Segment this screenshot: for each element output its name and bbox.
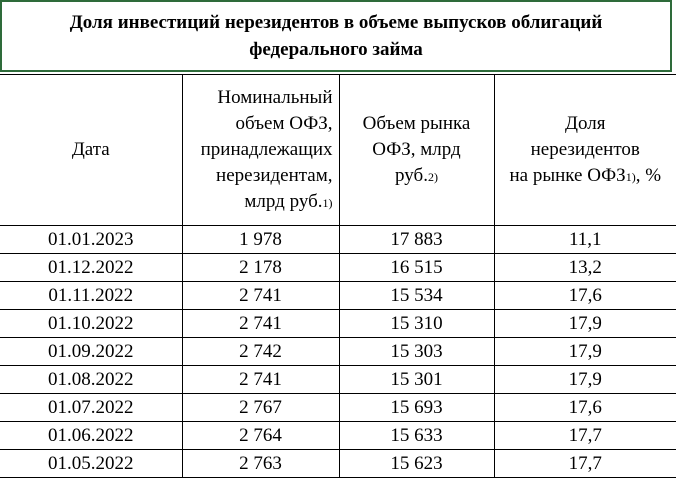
cell-share: 17,7 [493,421,676,450]
cell-market: 15 623 [338,449,495,478]
cell-share: 17,9 [493,365,676,394]
footnote-marker: 1) [625,169,636,184]
cell-date: 01.11.2022 [0,281,183,310]
cell-market: 15 534 [338,281,495,310]
header-date: Дата [0,74,183,226]
table-row: 01.01.2023 1 978 17 883 11,1 [0,225,676,254]
cell-date: 01.07.2022 [0,393,183,422]
footnote-marker: 1) [322,195,333,210]
cell-market: 17 883 [338,225,495,254]
cell-nominal: 1 978 [181,225,340,254]
cell-date: 01.10.2022 [0,309,183,338]
table-row: 01.09.2022 2 742 15 303 17,9 [0,337,676,366]
table-title-box: Доля инвестиций нерезидентов в объеме вы… [0,0,672,72]
cell-market: 15 693 [338,393,495,422]
cell-market: 15 303 [338,337,495,366]
table-row: 01.11.2022 2 741 15 534 17,6 [0,281,676,310]
cell-nominal: 2 763 [181,449,340,478]
header-nonresident-share: Доля нерезидентов на рынке ОФЗ1), % [493,74,676,226]
cell-date: 01.01.2023 [0,225,183,254]
table-row: 01.10.2022 2 741 15 310 17,9 [0,309,676,338]
cell-share: 13,2 [493,253,676,282]
cell-nominal: 2 741 [181,281,340,310]
cell-market: 15 301 [338,365,495,394]
cell-nominal: 2 741 [181,309,340,338]
cell-date: 01.06.2022 [0,421,183,450]
cell-nominal: 2 742 [181,337,340,366]
cell-nominal: 2 767 [181,393,340,422]
table-row: 01.07.2022 2 767 15 693 17,6 [0,393,676,422]
cell-share: 17,9 [493,309,676,338]
footnote-marker: 2) [427,169,438,184]
cell-date: 01.05.2022 [0,449,183,478]
table-row: 01.08.2022 2 741 15 301 17,9 [0,365,676,394]
cell-share: 11,1 [493,225,676,254]
cell-date: 01.08.2022 [0,365,183,394]
cell-date: 01.09.2022 [0,337,183,366]
cell-nominal: 2 764 [181,421,340,450]
cell-date: 01.12.2022 [0,253,183,282]
cell-nominal: 2 741 [181,365,340,394]
header-nominal-volume: Номинальный объем ОФЗ, принадлежащих нер… [181,74,340,226]
table-title: Доля инвестиций нерезидентов в объеме вы… [69,12,603,60]
cell-market: 15 633 [338,421,495,450]
table-row: 01.12.2022 2 178 16 515 13,2 [0,253,676,282]
cell-share: 17,6 [493,281,676,310]
header-row: Дата Номинальный объем ОФЗ, принадлежащи… [0,74,676,226]
cell-share: 17,6 [493,393,676,422]
cell-share: 17,9 [493,337,676,366]
table-row: 01.05.2022 2 763 15 623 17,7 [0,449,676,478]
cell-market: 15 310 [338,309,495,338]
header-market-volume: Объем рынка ОФЗ, млрд руб.2) [338,74,495,226]
cell-nominal: 2 178 [181,253,340,282]
cell-share: 17,7 [493,449,676,478]
ofz-nonresident-table: Дата Номинальный объем ОФЗ, принадлежащи… [0,74,676,478]
cell-market: 16 515 [338,253,495,282]
table-row: 01.06.2022 2 764 15 633 17,7 [0,421,676,450]
